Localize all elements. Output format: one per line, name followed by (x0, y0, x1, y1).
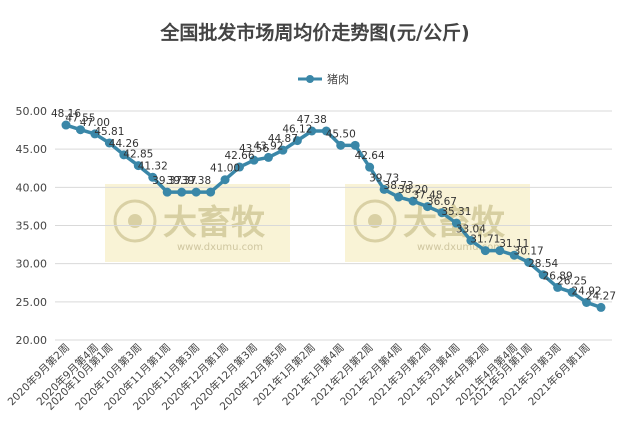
data-point (408, 196, 418, 206)
legend: 猪肉 (298, 73, 349, 86)
data-label: 47.38 (297, 114, 327, 126)
data-label: 36.67 (427, 196, 457, 208)
data-point (235, 162, 245, 172)
data-label: 45.50 (326, 128, 356, 140)
data-label: 39.37 (167, 175, 197, 187)
data-point (336, 140, 346, 150)
data-label: 38.73 (384, 180, 414, 192)
data-point (307, 126, 317, 136)
data-label: 37.48 (412, 190, 442, 202)
y-tick-label: 40.00 (16, 181, 48, 194)
data-point (75, 125, 85, 135)
data-label: 44.87 (268, 133, 298, 145)
data-label: 47.55 (65, 113, 95, 125)
data-label: 39.38 (181, 175, 211, 187)
data-point (567, 287, 577, 297)
data-point (538, 270, 548, 280)
data-point (249, 155, 259, 165)
data-label: 28.54 (528, 258, 558, 270)
data-label: 43.92 (253, 140, 283, 152)
data-point (292, 136, 302, 146)
data-label: 39.37 (152, 175, 182, 187)
data-point (61, 120, 71, 130)
watermark-brand: 大畜牧 (163, 203, 266, 243)
data-point (509, 250, 519, 260)
data-point (350, 140, 360, 150)
data-label: 26.89 (543, 270, 573, 282)
data-point (321, 126, 331, 136)
gridlines (55, 110, 612, 341)
data-label: 45.81 (94, 126, 124, 138)
data-label: 41.00 (210, 163, 240, 175)
data-point (422, 202, 432, 212)
data-label: 26.25 (557, 275, 587, 287)
data-label: 31.11 (499, 238, 529, 250)
data-label: 42.85 (123, 149, 153, 161)
data-point (206, 187, 216, 197)
data-point (104, 138, 114, 148)
data-label: 24.27 (586, 290, 616, 302)
data-point (133, 161, 143, 171)
data-label: 30.17 (514, 245, 544, 257)
data-point (90, 129, 100, 139)
data-point (263, 152, 273, 162)
series-pork (61, 120, 606, 312)
y-tick-label: 20.00 (16, 334, 48, 347)
data-point (220, 175, 230, 185)
watermark-url: www.dxumu.com (417, 242, 503, 253)
data-label: 35.31 (441, 206, 471, 218)
x-axis: 2020年9月第2周2020年9月第4周2020年10月第1周2020年10月第… (5, 341, 593, 413)
data-point (582, 297, 592, 307)
data-point (495, 246, 505, 256)
y-tick-label: 45.00 (16, 143, 48, 156)
data-point (553, 282, 563, 292)
data-point (162, 187, 172, 197)
data-point (451, 218, 461, 228)
y-tick-label: 35.00 (16, 220, 48, 233)
data-label: 46.12 (282, 124, 312, 136)
data-label: 42.64 (355, 150, 385, 162)
data-label: 43.56 (239, 143, 269, 155)
data-label: 42.66 (224, 150, 254, 162)
data-point (119, 150, 129, 160)
y-axis: 20.00 25.00 30.00 35.00 40.00 45.00 50.00 (16, 105, 48, 347)
legend-marker (306, 75, 314, 83)
y-tick-label: 50.00 (16, 105, 48, 118)
chart-title: 全国批发市场周均价走势图(元/公斤) (160, 22, 470, 44)
legend-label: 猪肉 (327, 73, 349, 86)
data-point (278, 145, 288, 155)
data-point (437, 208, 447, 218)
data-label: 38.20 (398, 184, 428, 196)
data-label: 47.00 (80, 117, 110, 129)
data-point (148, 172, 158, 182)
data-point (524, 257, 534, 267)
data-label: 31.71 (470, 234, 500, 246)
data-label: 41.32 (138, 160, 168, 172)
data-label: 33.04 (456, 223, 486, 235)
data-label: 24.92 (572, 285, 602, 297)
data-point (379, 184, 389, 194)
data-point (394, 192, 404, 202)
data-point (177, 187, 187, 197)
data-point (365, 162, 375, 172)
data-label: 44.26 (109, 138, 139, 150)
y-tick-label: 25.00 (16, 296, 48, 309)
data-label: 39.73 (369, 172, 399, 184)
y-tick-label: 30.00 (16, 258, 48, 271)
data-point (480, 246, 490, 256)
data-label: 48.16 (51, 108, 81, 120)
watermark-url: www.dxumu.com (177, 242, 263, 253)
data-point (596, 302, 606, 312)
data-point (191, 187, 201, 197)
data-point (466, 235, 476, 245)
